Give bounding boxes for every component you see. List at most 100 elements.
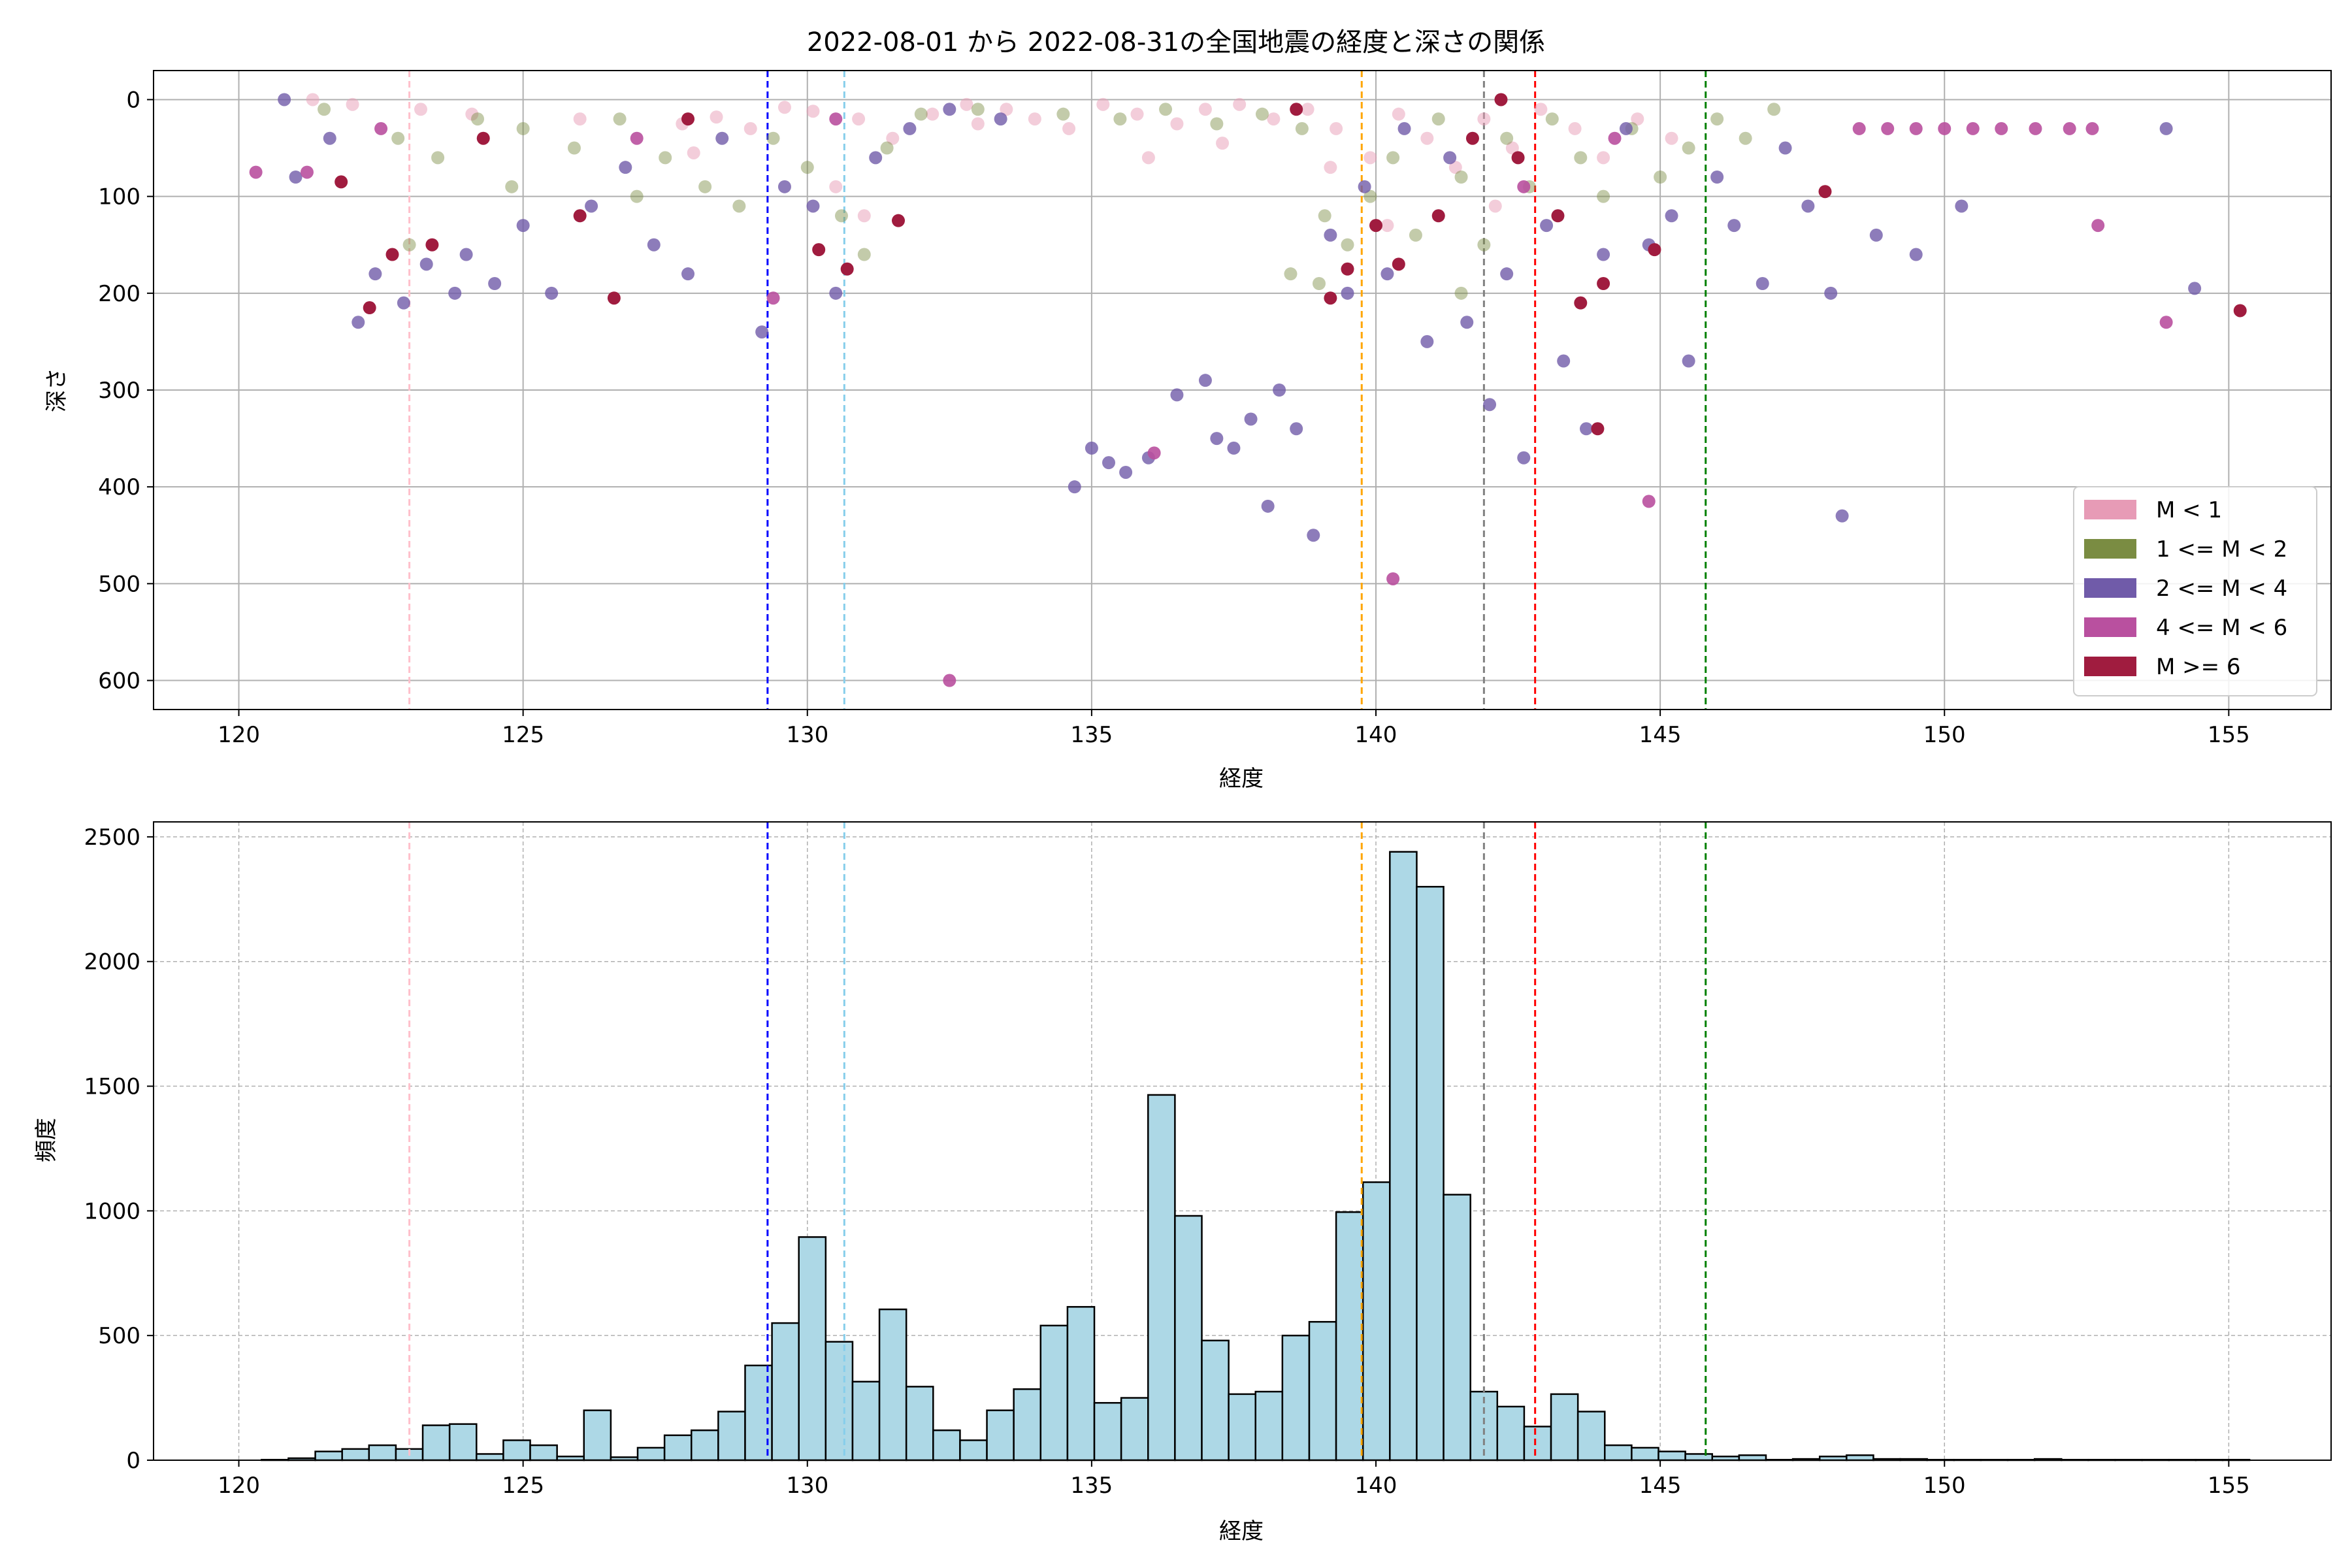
- scatter-point: [800, 161, 814, 174]
- scatter-point: [1210, 432, 1224, 446]
- histogram-x-tick-label: 155: [2208, 1473, 2250, 1499]
- histogram-bar: [1308, 1320, 1337, 1462]
- histogram-bar: [851, 1380, 881, 1462]
- scatter-point: [1835, 509, 1849, 523]
- histogram-bar: [1443, 1194, 1471, 1462]
- scatter-point: [766, 131, 780, 145]
- scatter-point: [886, 131, 900, 145]
- scatter-point: [1341, 262, 1354, 276]
- scatter-point: [1500, 267, 1514, 281]
- scatter-point: [1244, 412, 1258, 426]
- scatter-point: [829, 112, 843, 126]
- scatter-point: [1710, 171, 1724, 184]
- scatter-point: [766, 291, 780, 305]
- scatter-point: [1284, 267, 1298, 281]
- scatter-point: [812, 243, 826, 257]
- scatter-point: [1392, 257, 1405, 271]
- histogram-x-tick-label: 135: [1070, 1473, 1113, 1499]
- scatter-point: [1290, 103, 1303, 116]
- scatter-point: [1409, 228, 1422, 242]
- scatter-point: [613, 112, 627, 126]
- scatter-point: [1198, 374, 1212, 387]
- scatter-point: [806, 105, 820, 118]
- histogram-bar: [1174, 1215, 1203, 1462]
- histogram-panel: 120 125 130 135 140 145 150 155 0 500 1000 1500 200…: [33, 821, 2332, 1544]
- histogram-bar: [314, 1450, 343, 1462]
- scatter-point: [1665, 209, 1678, 223]
- scatter-point: [1267, 112, 1281, 126]
- scatter-point: [1454, 286, 1468, 300]
- scatter-point: [755, 325, 769, 339]
- scatter-point: [1631, 112, 1644, 126]
- scatter-point: [363, 301, 376, 315]
- scatter-point: [914, 107, 928, 121]
- scatter-x-tick-label: 145: [1639, 722, 1682, 748]
- histogram-bars: [261, 851, 2251, 1462]
- scatter-point: [1505, 141, 1519, 155]
- scatter-point: [1648, 243, 1661, 257]
- histogram-bar: [1039, 1324, 1069, 1462]
- scatter-point: [1540, 219, 1554, 233]
- scatter-point: [1312, 277, 1326, 290]
- histogram-bar: [421, 1424, 451, 1462]
- scatter-point: [323, 131, 336, 145]
- histogram-bar: [448, 1423, 478, 1462]
- scatter-point: [1608, 131, 1622, 145]
- scatter-point: [1443, 151, 1457, 165]
- scatter-point: [1534, 103, 1548, 116]
- scatter-point: [1386, 151, 1400, 165]
- histogram-bar: [1066, 1306, 1096, 1462]
- scatter-point: [1255, 107, 1269, 121]
- scatter-point: [1488, 199, 1502, 213]
- scatter-point: [2159, 122, 2173, 135]
- histogram-y-tick-label: 1000: [84, 1198, 140, 1224]
- scatter-point: [488, 277, 502, 290]
- scatter-point: [1557, 354, 1571, 368]
- scatter-x-tick-label: 155: [2208, 722, 2250, 748]
- scatter-point: [710, 110, 723, 124]
- scatter-point: [1397, 122, 1411, 135]
- scatter-x-tick-label: 135: [1070, 722, 1113, 748]
- histogram-x-tick-label: 140: [1355, 1473, 1397, 1499]
- scatter-y-tick-label: 100: [98, 184, 140, 210]
- scatter-x-tick-label: 130: [786, 722, 828, 748]
- histogram-bar: [1576, 1411, 1606, 1462]
- histogram-bar: [636, 1446, 666, 1462]
- scatter-point: [1869, 228, 1883, 242]
- scatter-point: [1085, 441, 1098, 455]
- histogram-bar: [1147, 1094, 1176, 1462]
- scatter-point: [1818, 185, 1832, 199]
- histogram-x-tick-label: 120: [218, 1473, 260, 1499]
- scatter-point: [857, 248, 871, 261]
- scatter-point: [869, 151, 883, 165]
- histogram-x-ticks: 120 125 130 135 140 145 150 155: [218, 1460, 2250, 1499]
- scatter-point: [1130, 107, 1144, 121]
- scatter-y-tick-label: 300: [98, 378, 140, 404]
- scatter-point: [1273, 384, 1286, 397]
- scatter-point: [1909, 248, 1923, 261]
- scatter-point: [1966, 122, 1980, 135]
- scatter-point: [681, 267, 695, 281]
- scatter-point: [857, 209, 871, 223]
- histogram-bar: [1604, 1444, 1633, 1462]
- scatter-x-tick-label: 125: [502, 722, 544, 748]
- histogram-y-tick-label: 2500: [84, 825, 140, 851]
- legend-label: M >= 6: [2156, 654, 2241, 680]
- scatter-point: [573, 112, 587, 126]
- histogram-bar: [1013, 1388, 1042, 1462]
- scatter-point: [448, 286, 462, 300]
- scatter-point: [1938, 122, 1952, 135]
- scatter-point: [1380, 267, 1394, 281]
- scatter-point: [1517, 180, 1531, 193]
- histogram-bar: [663, 1434, 693, 1462]
- scatter-point: [777, 101, 791, 114]
- histogram-y-tick-label: 2000: [84, 949, 140, 975]
- histogram-vertical-lines: [408, 822, 1707, 1460]
- scatter-point: [1852, 122, 1866, 135]
- scatter-point: [1324, 161, 1337, 174]
- scatter-point: [1591, 422, 1605, 436]
- scatter-point: [2029, 122, 2042, 135]
- scatter-point: [585, 199, 598, 213]
- scatter-point: [1380, 219, 1394, 233]
